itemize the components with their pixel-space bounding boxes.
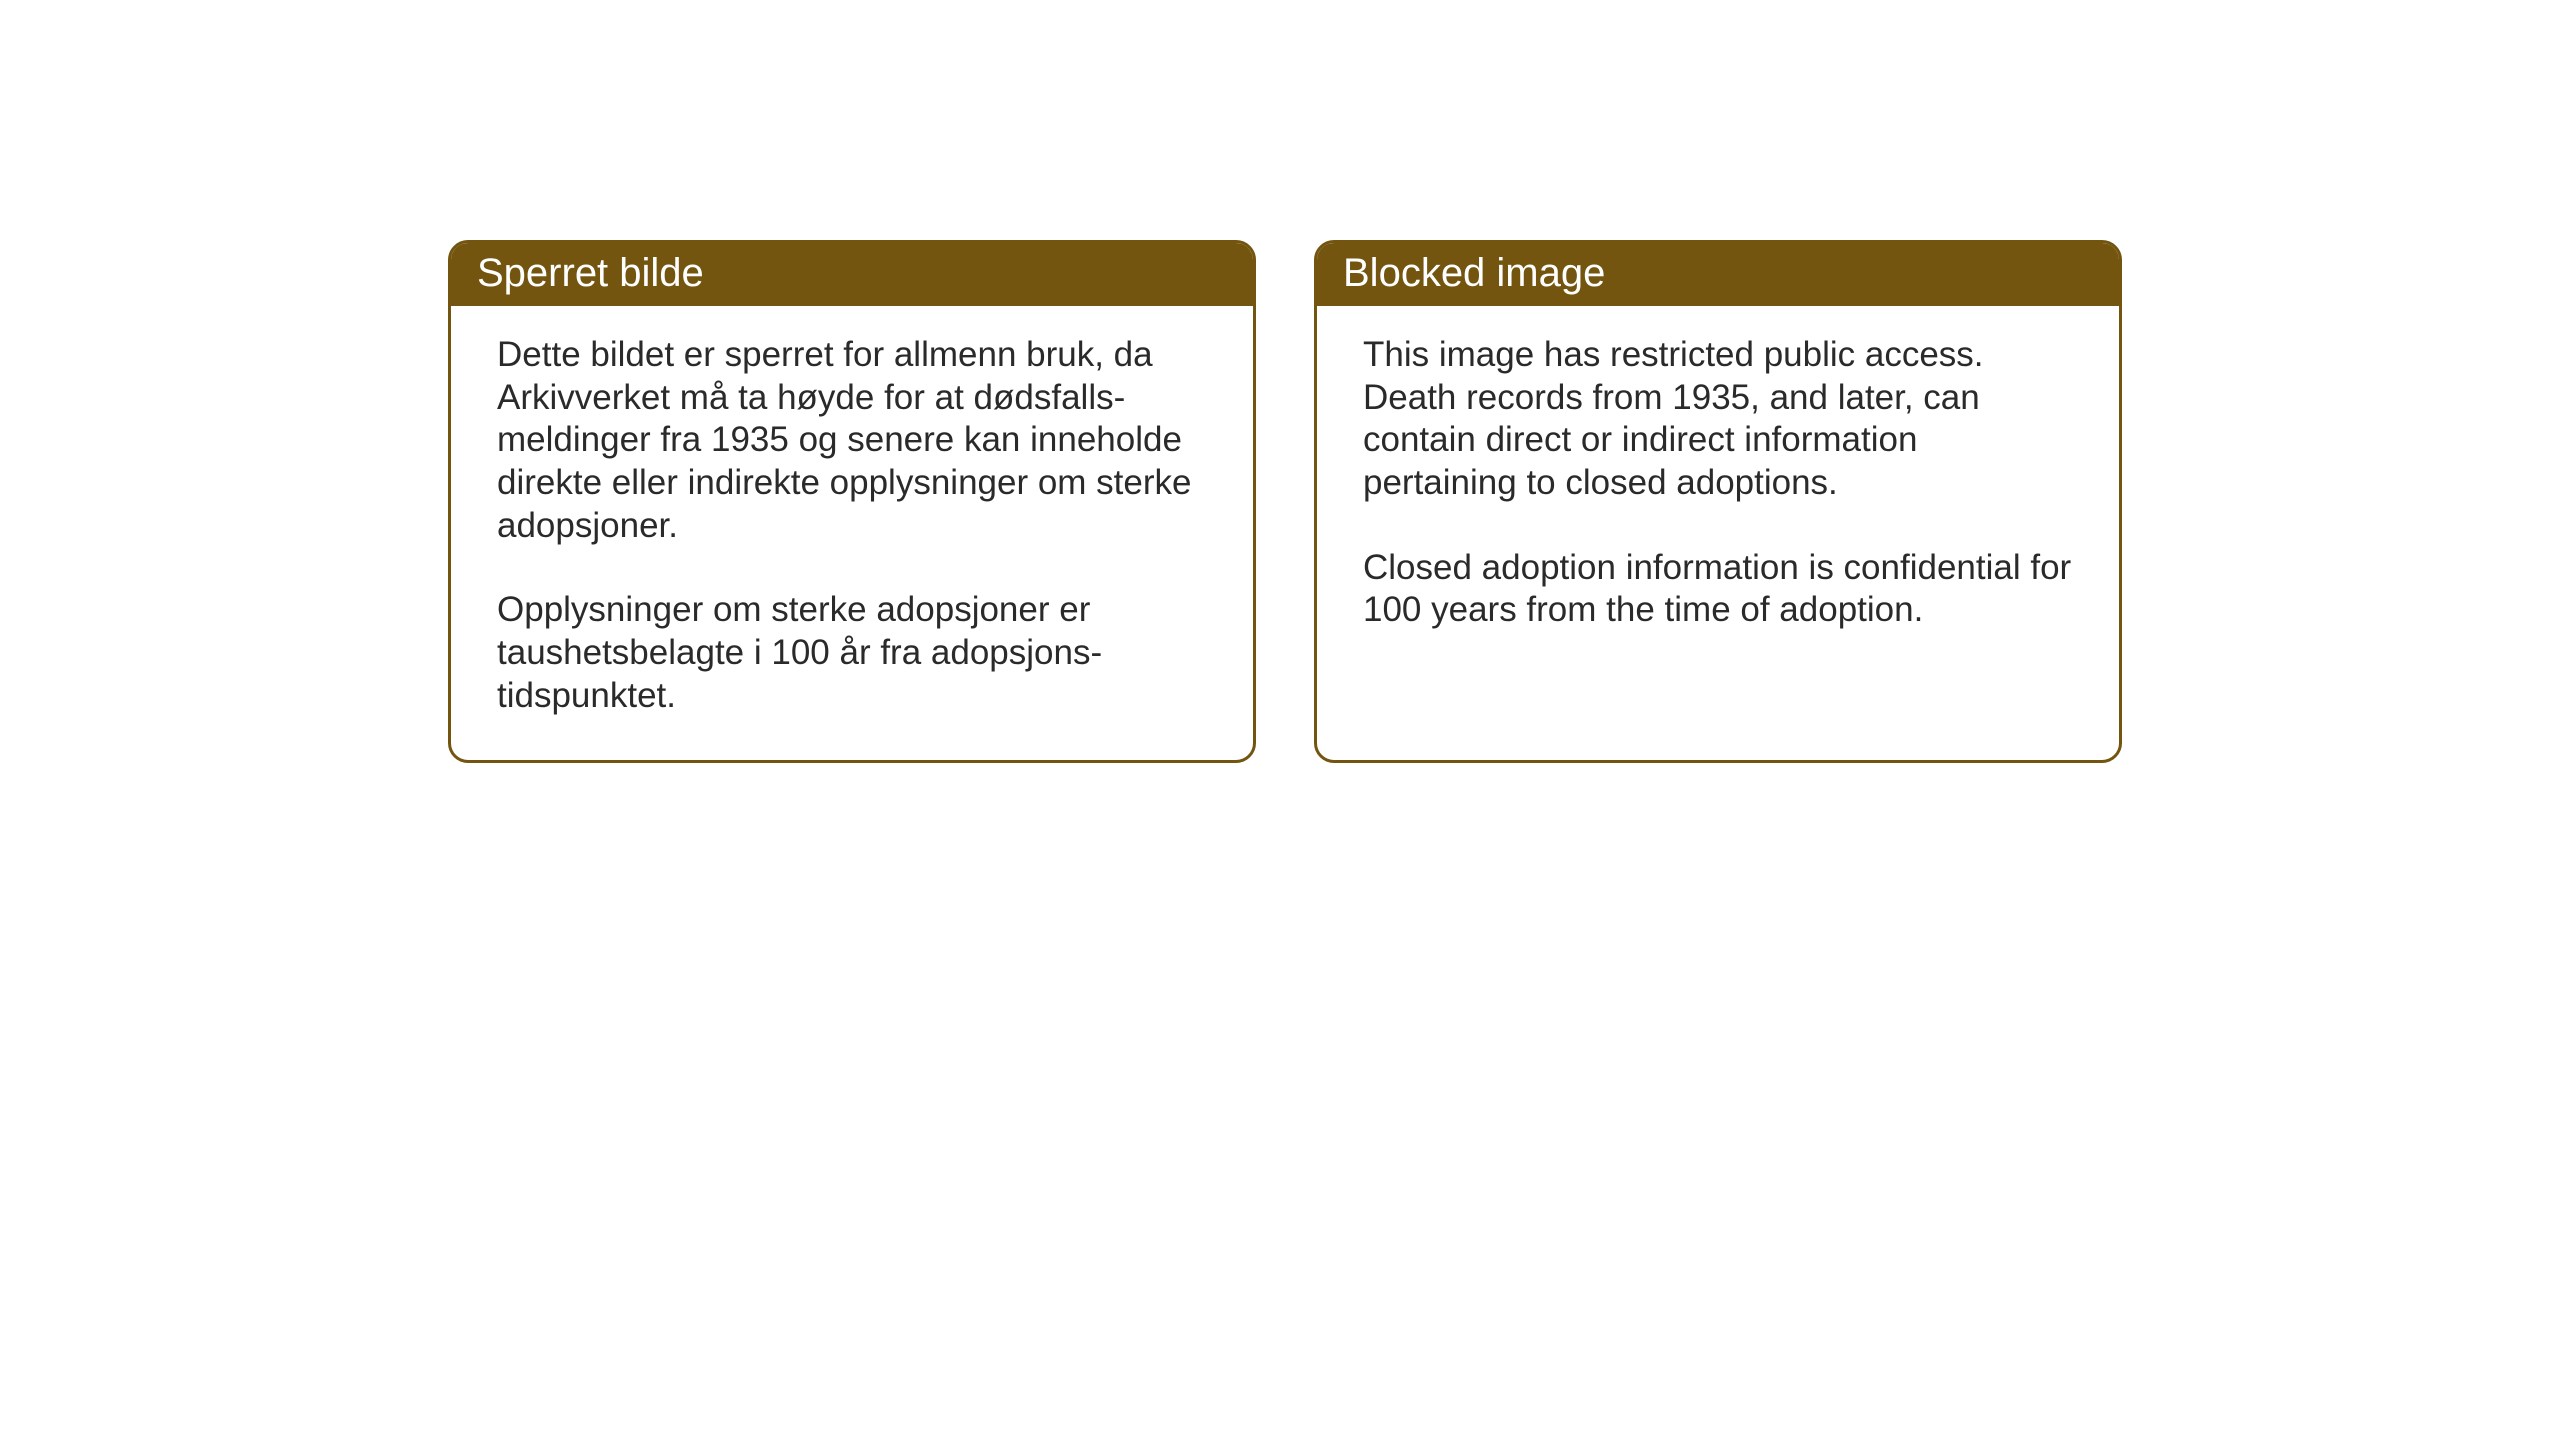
english-paragraph-2: Closed adoption information is confident… xyxy=(1363,547,2073,632)
norwegian-paragraph-1: Dette bildet er sperret for allmenn bruk… xyxy=(497,334,1207,547)
english-card-title: Blocked image xyxy=(1317,243,2119,306)
norwegian-paragraph-2: Opplysninger om sterke adopsjoner er tau… xyxy=(497,589,1207,717)
norwegian-card-title: Sperret bilde xyxy=(451,243,1253,306)
norwegian-notice-card: Sperret bilde Dette bildet er sperret fo… xyxy=(448,240,1256,763)
notice-cards-container: Sperret bilde Dette bildet er sperret fo… xyxy=(448,240,2122,763)
norwegian-card-body: Dette bildet er sperret for allmenn bruk… xyxy=(451,306,1253,760)
english-notice-card: Blocked image This image has restricted … xyxy=(1314,240,2122,763)
english-paragraph-1: This image has restricted public access.… xyxy=(1363,334,2073,505)
english-card-body: This image has restricted public access.… xyxy=(1317,306,2119,716)
